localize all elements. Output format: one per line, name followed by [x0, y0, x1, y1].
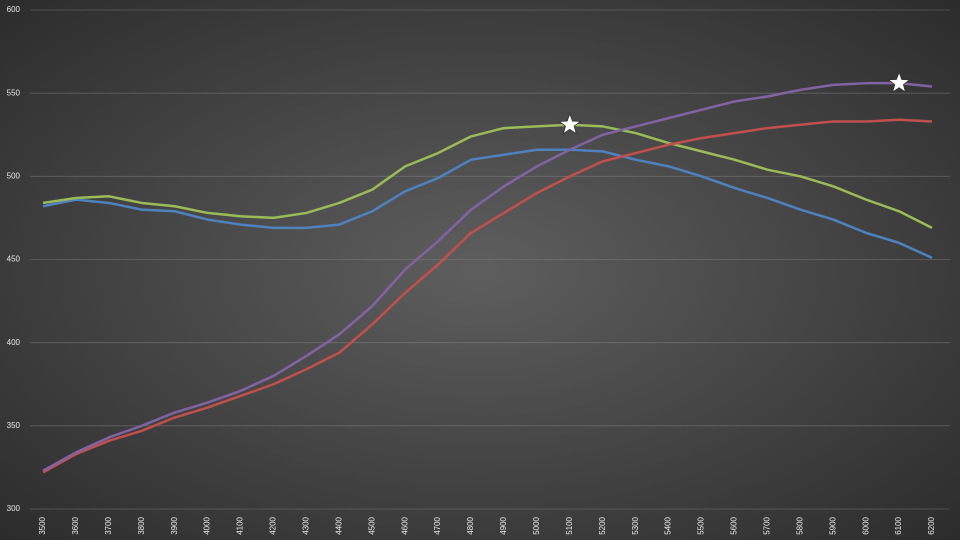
x-tick-label: 5200 — [598, 516, 607, 534]
y-tick-label: 300 — [7, 504, 21, 513]
y-tick-label: 400 — [7, 338, 21, 347]
x-tick-label: 3700 — [104, 516, 113, 534]
x-tick-label: 4800 — [466, 516, 475, 534]
x-tick-label: 5800 — [795, 516, 804, 534]
y-tick-label: 600 — [7, 5, 21, 14]
x-tick-label: 5600 — [730, 516, 739, 534]
star-marker — [887, 71, 911, 94]
x-tick-label: 4200 — [269, 516, 278, 534]
x-tick-label: 4300 — [302, 516, 311, 534]
x-tick-label: 4100 — [236, 516, 245, 534]
x-tick-label: 5100 — [565, 516, 574, 534]
series-line — [42, 148, 933, 259]
series-line — [42, 81, 933, 472]
star-marker — [558, 112, 582, 135]
x-tick-label: 5300 — [631, 516, 640, 534]
x-tick-label: 5000 — [532, 516, 541, 534]
y-tick-label: 350 — [7, 421, 21, 430]
x-tick-label: 3900 — [170, 516, 179, 534]
x-tick-label: 5400 — [664, 516, 673, 534]
series-line — [42, 123, 933, 230]
x-tick-label: 4000 — [203, 516, 212, 534]
series-line — [42, 118, 933, 474]
y-tick-label: 550 — [7, 88, 21, 97]
x-tick-label: 6200 — [927, 516, 936, 534]
x-tick-label: 3500 — [38, 516, 47, 534]
x-tick-label: 5700 — [762, 516, 771, 534]
x-tick-label: 4400 — [334, 516, 343, 534]
x-tick-label: 6100 — [894, 516, 903, 534]
y-tick-label: 450 — [7, 255, 21, 264]
x-tick-label: 4900 — [499, 516, 508, 534]
x-tick-label: 4600 — [400, 516, 409, 534]
x-tick-label: 5900 — [828, 516, 837, 534]
x-tick-label: 4700 — [433, 516, 442, 534]
x-tick-label: 5500 — [697, 516, 706, 534]
x-tick-label: 3800 — [137, 516, 146, 534]
y-tick-label: 500 — [7, 171, 21, 180]
x-tick-label: 3600 — [71, 516, 80, 534]
x-tick-label: 6000 — [861, 516, 870, 534]
x-tick-label: 4500 — [367, 516, 376, 534]
